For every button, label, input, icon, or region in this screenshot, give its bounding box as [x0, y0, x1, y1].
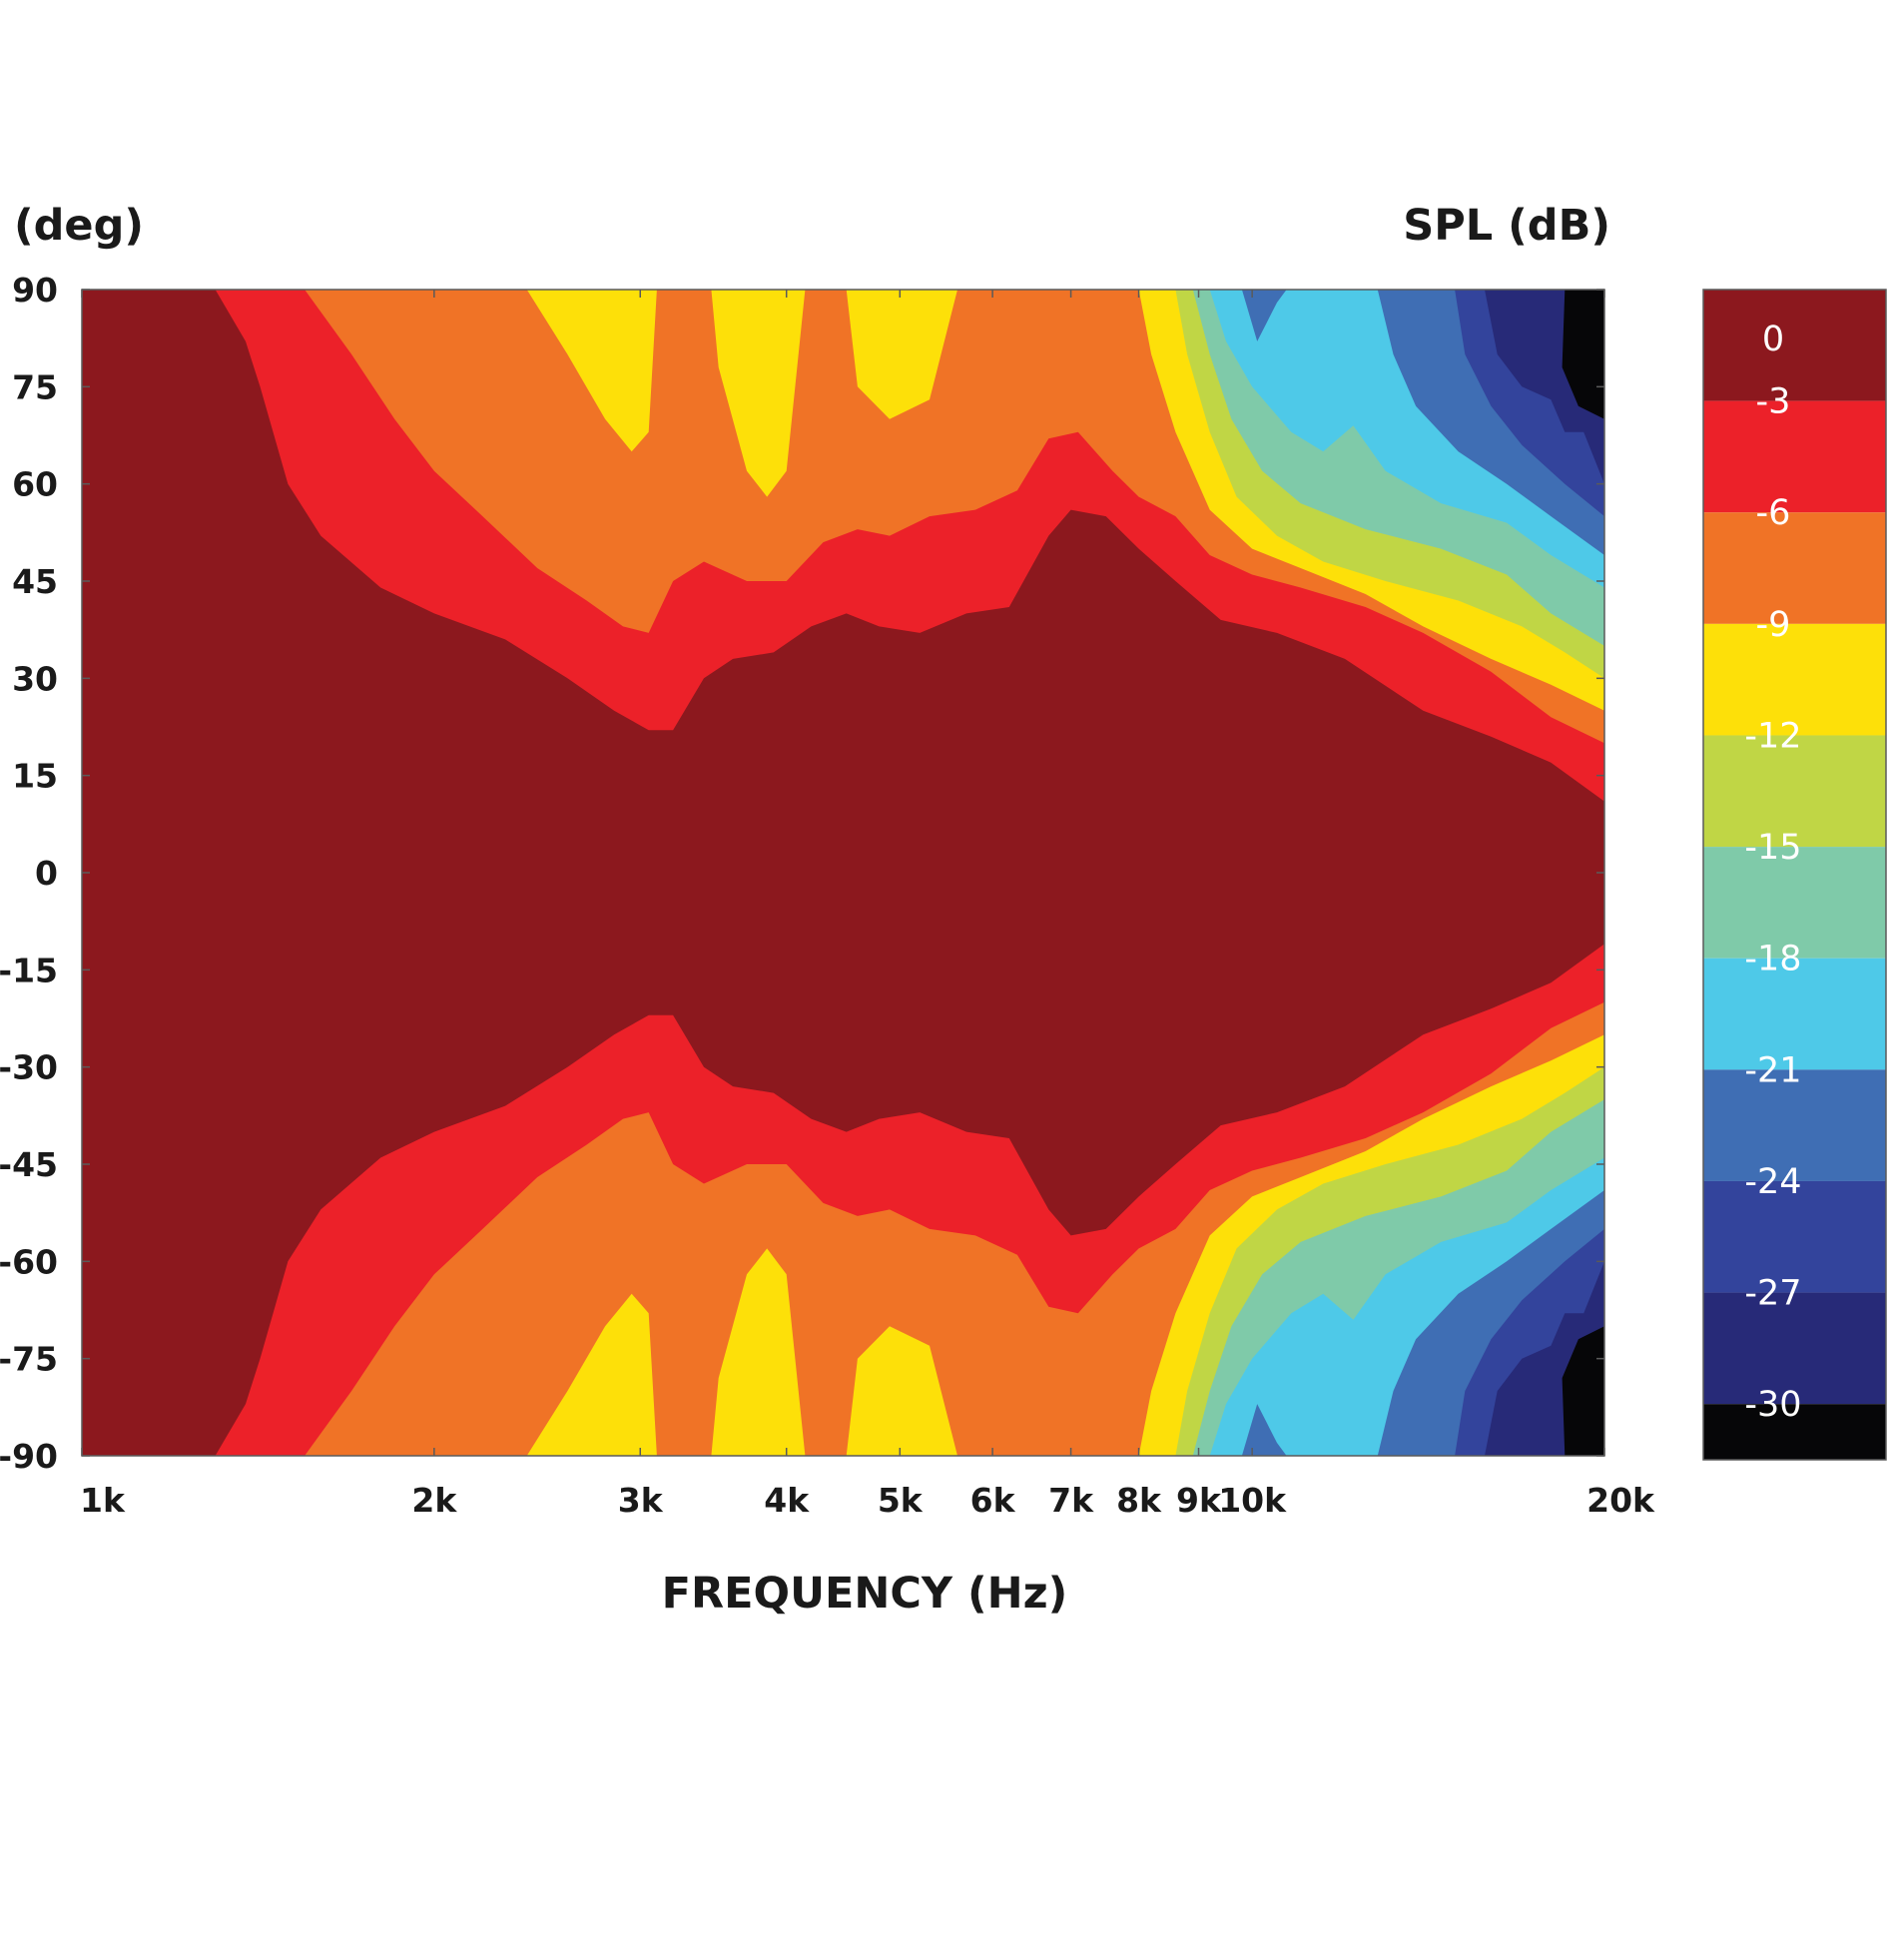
y-tick-label: 15 [12, 757, 58, 796]
colorbar-swatch [1703, 735, 1886, 848]
y-tick-label: 45 [12, 562, 58, 601]
x-tick-label: 2k [411, 1481, 457, 1520]
y-tick-label: 75 [12, 367, 58, 406]
y-tick-label: -30 [0, 1048, 58, 1087]
colorbar-swatch [1703, 1404, 1886, 1460]
colorbar-label-1: -3 [1756, 382, 1791, 422]
colorbar-swatch [1703, 623, 1886, 736]
colorbar-label-3: -9 [1756, 605, 1791, 645]
x-tick-label: 20k [1586, 1481, 1655, 1520]
y-tick-label: 60 [12, 465, 58, 504]
band--15-upper [82, 290, 1604, 646]
x-tick-label: 10k [1218, 1481, 1287, 1520]
colorbar-label-7: -21 [1744, 1050, 1801, 1090]
colorbar-swatch [1703, 1180, 1886, 1293]
band--21-lower [82, 1190, 1604, 1456]
colorbar-label-0: 0 [1762, 320, 1784, 359]
colorbar: 0 -3 -6 -9 -12 -15 -18 -21 -24 -27 -30 [1702, 289, 1887, 1461]
colorbar-label-2: -6 [1756, 493, 1791, 533]
y-tick-label: 90 [12, 271, 58, 310]
band--21-upper [82, 290, 1604, 555]
colorbar-swatch [1703, 1292, 1886, 1405]
colorbar-label: SPL (dB) [1403, 201, 1610, 251]
colorbar-label-10: -30 [1744, 1385, 1801, 1425]
y-axis-label: (deg) [14, 201, 144, 251]
y-axis-ticks: 90 75 60 45 30 15 0 -15 -30 -45 -60 -75 -90 [0, 271, 1604, 1476]
colorbar-frame [1702, 289, 1887, 1461]
colorbar-swatch [1703, 400, 1886, 513]
x-axis-label: FREQUENCY (Hz) [662, 1569, 1068, 1619]
x-tick-label: 7k [1048, 1481, 1094, 1520]
y-tick-label: 30 [12, 659, 58, 698]
colorbar-label-8: -24 [1744, 1162, 1801, 1202]
colorbar-swatch [1703, 512, 1886, 624]
plot-area [81, 289, 1605, 1457]
colorbar-swatch [1703, 1069, 1886, 1181]
band--15-lower [82, 1099, 1604, 1456]
x-tick-label: 3k [618, 1481, 664, 1520]
y-tick-label: 0 [35, 854, 58, 893]
y-tick-label: -90 [0, 1437, 58, 1476]
y-tick-label: -75 [0, 1340, 58, 1379]
y-tick-label: -60 [0, 1242, 58, 1281]
x-tick-label: 6k [970, 1481, 1016, 1520]
colorbar-swatch [1703, 958, 1886, 1070]
y-tick-label: -15 [0, 951, 58, 989]
colorbar-swatch [1703, 847, 1886, 959]
x-tick-label: 1k [80, 1481, 126, 1520]
colorbar-label-5: -15 [1744, 828, 1801, 868]
x-tick-label: 4k [764, 1481, 810, 1520]
y-tick-label: -45 [0, 1145, 58, 1184]
x-tick-label: 9k [1176, 1481, 1222, 1520]
colorbar-label-9: -27 [1744, 1274, 1801, 1314]
colorbar-label-6: -18 [1744, 940, 1801, 980]
colorbar-label-4: -12 [1744, 716, 1801, 756]
colorbar-swatch [1703, 290, 1886, 401]
x-tick-label: 5k [878, 1481, 924, 1520]
x-tick-label: 8k [1116, 1481, 1162, 1520]
